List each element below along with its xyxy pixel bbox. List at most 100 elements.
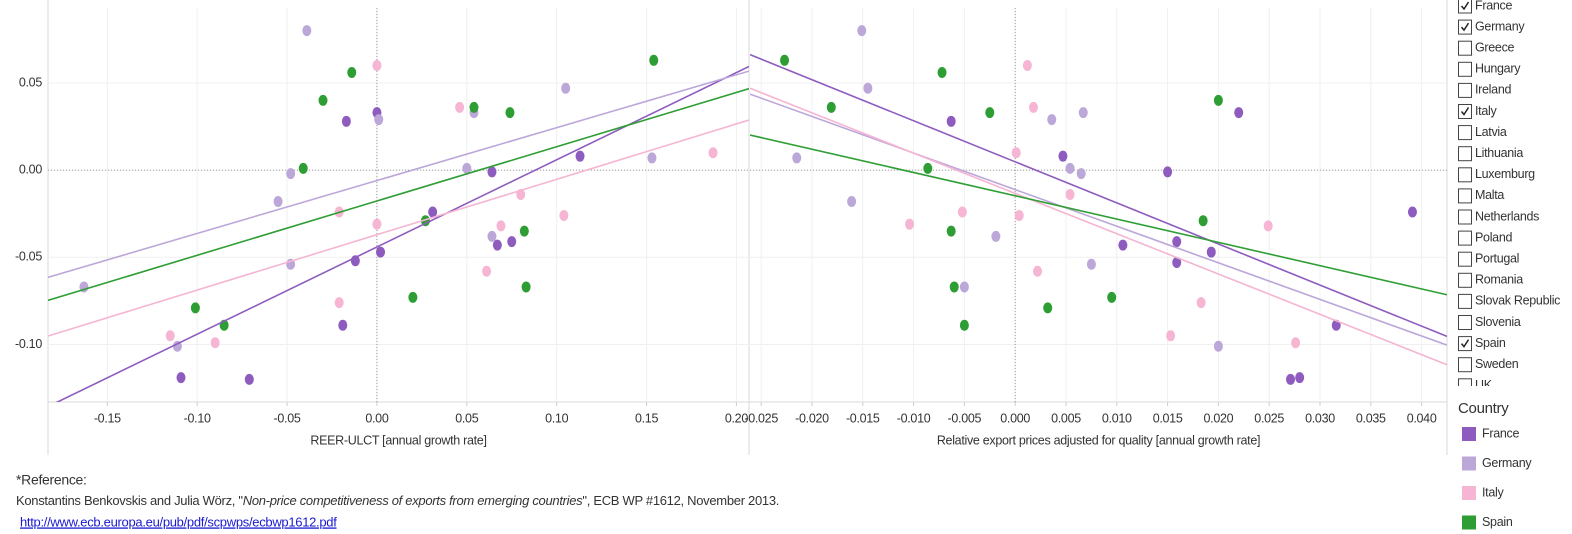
filter-item[interactable]: Luxemburg	[1458, 167, 1536, 183]
filter-item[interactable]: Italy	[1458, 104, 1498, 119]
filter-label[interactable]: Netherlands	[1475, 209, 1539, 223]
filter-label[interactable]: Lithuania	[1475, 146, 1524, 160]
trend-line	[750, 87, 1447, 366]
filter-item[interactable]: Latvia	[1458, 125, 1507, 141]
filter-item[interactable]: UK	[1458, 378, 1493, 393]
checkbox[interactable]	[1458, 82, 1472, 98]
point	[1291, 337, 1301, 349]
x-tick-label: -0.005	[948, 411, 982, 425]
filter-item[interactable]: Ireland	[1458, 82, 1512, 98]
filter-label[interactable]: Germany	[1475, 19, 1526, 33]
filter-item[interactable]: Lithuania	[1458, 146, 1524, 162]
panels: 0.05 0.00 -0.05 -0.10 -0.15 -0.10 -0.05 0.00 0.0…	[15, 0, 1448, 455]
point	[469, 101, 479, 113]
checkbox[interactable]	[1458, 40, 1472, 56]
filter-label[interactable]: Sweden	[1475, 357, 1519, 371]
paper-title: Non-price competitiveness of exports fro…	[243, 493, 583, 508]
checkbox[interactable]	[1458, 357, 1472, 373]
checkbox[interactable]	[1458, 336, 1472, 352]
checkbox[interactable]	[1458, 125, 1472, 141]
filter-label[interactable]: Ireland	[1475, 83, 1512, 97]
point	[341, 115, 351, 127]
scatter-panel: 0.05 0.00 -0.05 -0.10 -0.15 -0.10 -0.05 0.00 0.0…	[15, 8, 749, 447]
filter-item[interactable]: Sweden	[1458, 357, 1519, 373]
filter-label[interactable]: Spain	[1475, 336, 1506, 350]
checkbox[interactable]	[1458, 209, 1472, 225]
point	[991, 230, 1001, 242]
filter-label[interactable]: UK	[1475, 378, 1493, 392]
checkbox[interactable]	[1458, 315, 1472, 330]
checkbox[interactable]	[1458, 293, 1472, 309]
filter-item[interactable]: Spain	[1458, 336, 1506, 352]
x-tick-label: -0.05	[274, 411, 301, 425]
point	[408, 291, 418, 303]
x-axis-title: Relative export prices adjusted for qual…	[937, 433, 1260, 447]
point	[1065, 189, 1075, 201]
filter-item[interactable]: Poland	[1458, 230, 1513, 246]
filter-item[interactable]: Slovak Republic	[1458, 293, 1561, 309]
checkbox[interactable]	[1458, 188, 1472, 204]
checkbox[interactable]	[1458, 61, 1472, 77]
checkbox[interactable]	[1458, 146, 1472, 162]
filter-item[interactable]: Romania	[1458, 272, 1524, 288]
point	[372, 60, 382, 72]
filter-label[interactable]: Hungary	[1475, 62, 1521, 76]
point	[428, 206, 438, 218]
point	[1107, 291, 1117, 303]
point	[1172, 257, 1182, 269]
checkbox[interactable]	[1458, 19, 1472, 35]
point	[937, 67, 947, 79]
checkbox[interactable]	[1458, 104, 1472, 119]
point	[1172, 236, 1182, 248]
legend-label: Italy	[1482, 485, 1504, 499]
filter-item[interactable]: Germany	[1458, 19, 1526, 35]
filter-label[interactable]: Luxemburg	[1475, 167, 1535, 181]
checkbox[interactable]	[1458, 167, 1472, 183]
point	[905, 218, 915, 230]
filter-label[interactable]: Malta	[1475, 188, 1505, 202]
checkbox[interactable]	[1458, 272, 1472, 288]
filter-label[interactable]: Slovak Republic	[1475, 294, 1560, 308]
filter-label[interactable]: Portugal	[1475, 251, 1519, 265]
reference-link[interactable]: http://www.ecb.europa.eu/pub/pdf/scpwps/…	[20, 514, 338, 529]
checkbox[interactable]	[1458, 230, 1472, 246]
trend-line	[55, 65, 749, 402]
legend-swatch	[1462, 486, 1476, 500]
filter-item[interactable]: Netherlands	[1458, 209, 1540, 225]
filter-label[interactable]: Poland	[1475, 230, 1513, 244]
x-tick-label: 0.025	[1254, 411, 1284, 425]
filter-label[interactable]: Italy	[1475, 104, 1498, 118]
point	[176, 372, 186, 384]
point	[507, 236, 517, 248]
filter-item[interactable]: Malta	[1458, 188, 1505, 204]
point	[1086, 258, 1096, 270]
point	[863, 82, 873, 94]
filter-item[interactable]: Hungary	[1458, 61, 1522, 77]
point	[923, 162, 933, 174]
point	[487, 230, 497, 242]
point	[298, 162, 308, 174]
x-tick-label: -0.10	[184, 411, 211, 425]
filter-item[interactable]: Greece	[1458, 40, 1515, 56]
checkmark	[1460, 22, 1470, 32]
filter-item[interactable]: Slovenia	[1458, 315, 1521, 330]
filter-item[interactable]: Portugal	[1458, 251, 1520, 267]
trend-line	[48, 70, 749, 279]
filter-label[interactable]: Latvia	[1475, 125, 1507, 139]
point	[286, 168, 296, 180]
x-tick-label: -0.010	[897, 411, 931, 425]
point	[1286, 373, 1296, 385]
legend-swatch	[1462, 427, 1476, 441]
filter-label[interactable]: Greece	[1475, 40, 1515, 54]
point	[957, 206, 967, 218]
y-tick-label: 0.05	[19, 75, 42, 89]
filter-label[interactable]: Romania	[1475, 273, 1524, 287]
filter-item[interactable]: France	[1458, 0, 1513, 14]
point	[780, 54, 790, 66]
checkbox[interactable]	[1458, 378, 1472, 393]
legend-title: Country	[1458, 400, 1509, 417]
filter-label[interactable]: France	[1475, 0, 1513, 12]
x-tick-label: 0.040	[1407, 411, 1437, 425]
checkbox[interactable]	[1458, 251, 1472, 267]
filter-label[interactable]: Slovenia	[1475, 315, 1521, 329]
